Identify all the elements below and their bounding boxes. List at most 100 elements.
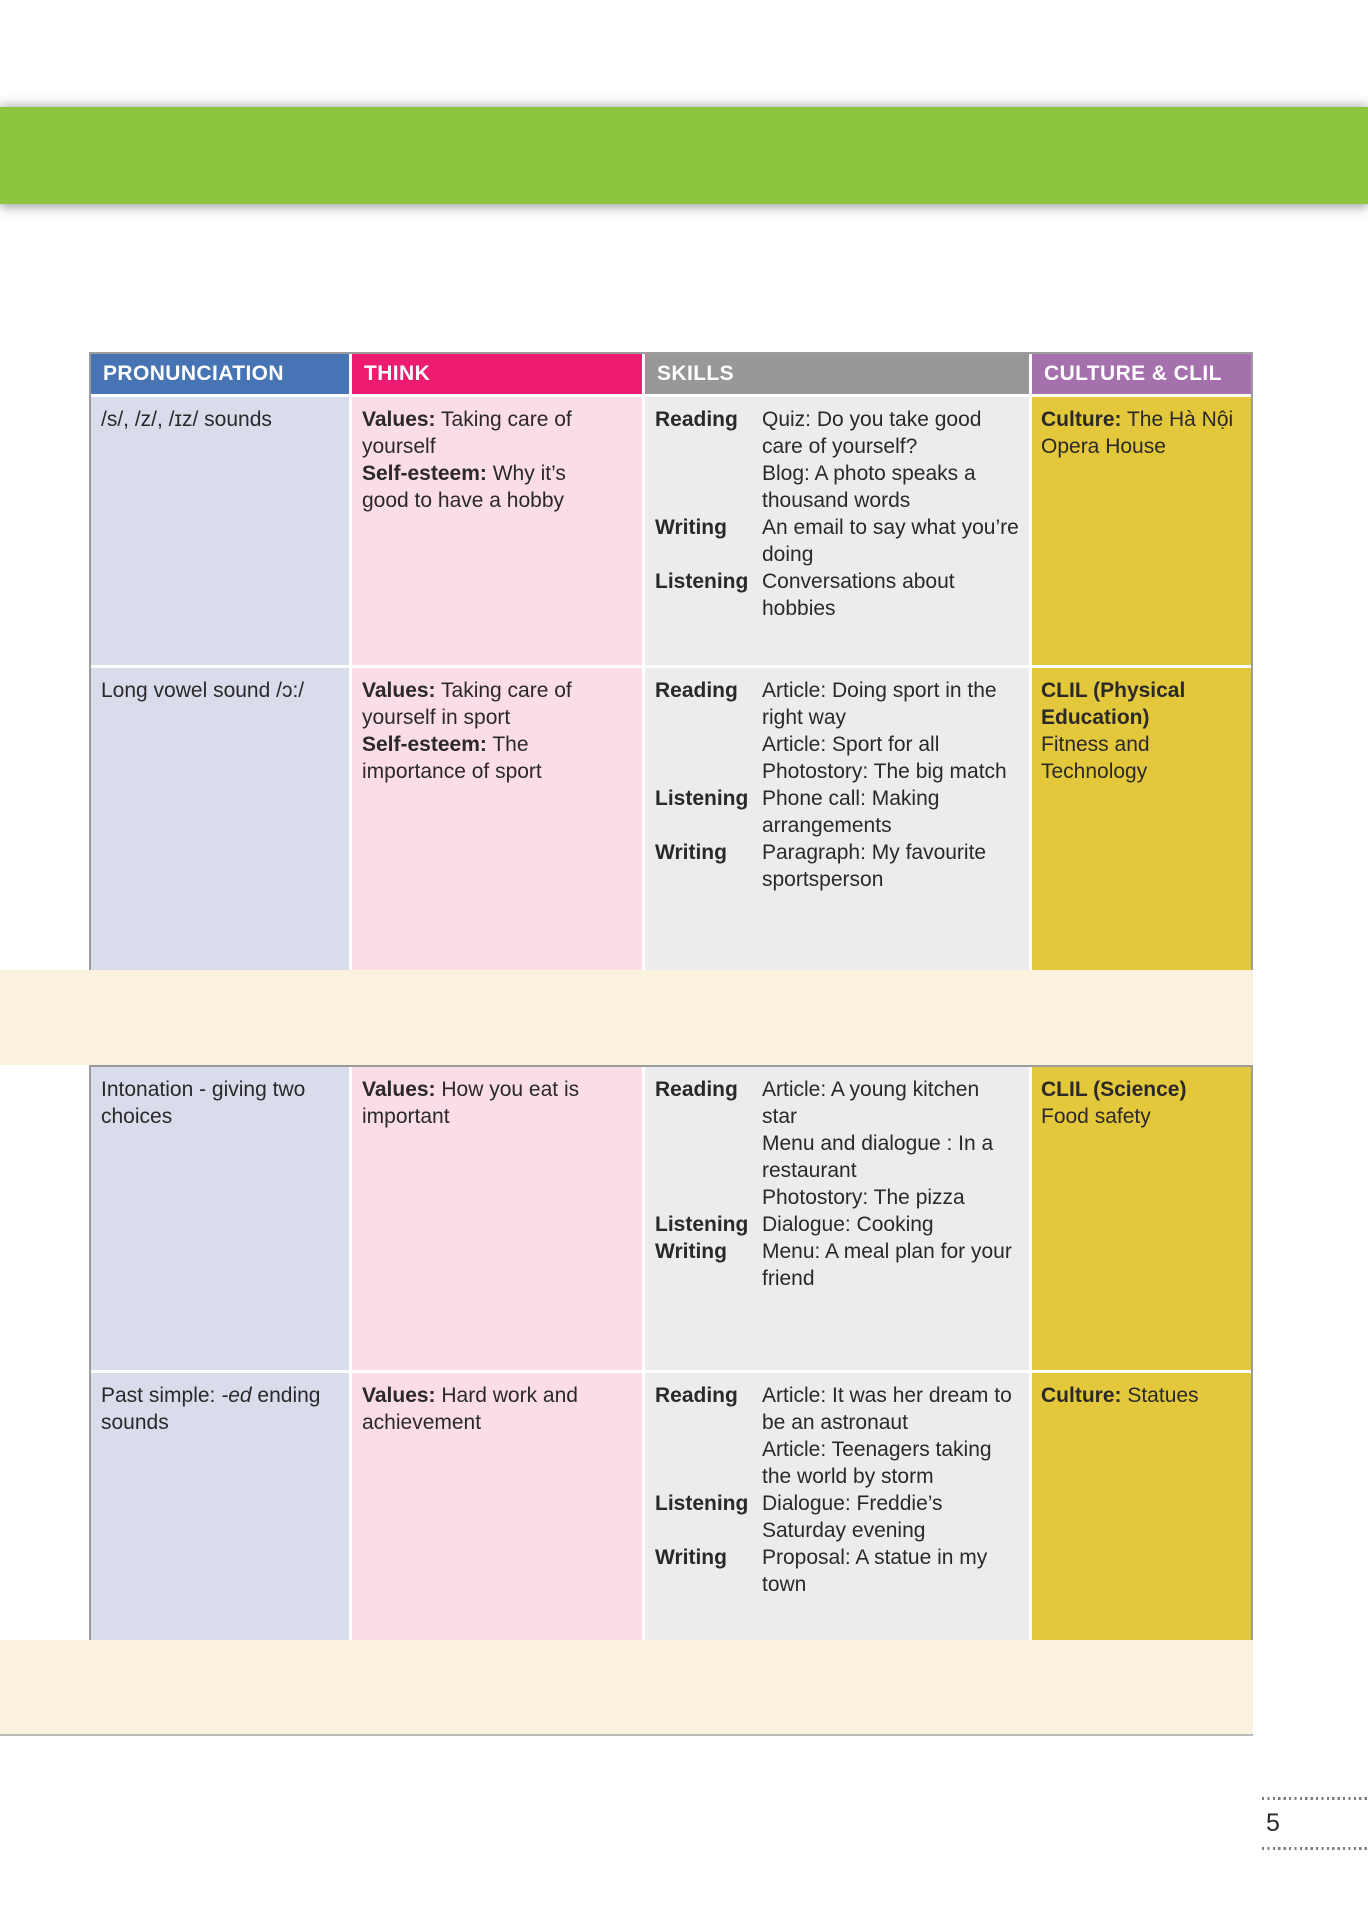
- think-label: Self-esteem:: [362, 462, 487, 485]
- think-item: Values: How you eat is important: [362, 1076, 596, 1130]
- think-label: Values:: [362, 679, 436, 702]
- skill-label: Reading: [655, 408, 738, 431]
- cream-band-2: [0, 1640, 1253, 1736]
- cell-culture: Culture: The Hà Nội Opera House: [1032, 397, 1251, 665]
- skill-items: Conversations about hobbies: [762, 568, 1019, 622]
- skill-items: Dialogue: Freddie’s Saturday evening: [762, 1490, 1019, 1544]
- skill-label: Writing: [655, 516, 727, 539]
- think-text: The importance of sport: [362, 733, 542, 783]
- think-item: Self-esteem: The importance of sport: [362, 731, 596, 785]
- skill-label: Writing: [655, 1240, 727, 1263]
- skill-item: Photostory: The big match: [762, 760, 1007, 783]
- culture-text: Fitness and Technology: [1041, 733, 1150, 783]
- cell-pronunciation: Intonation - giving two choices: [91, 1067, 349, 1370]
- cell-think: Values: Taking care of yourself Self-este…: [352, 397, 642, 665]
- culture-entry: Culture: Statues: [1041, 1382, 1237, 1409]
- skill-item: Article: A young kitchen star: [762, 1078, 980, 1128]
- header-label: SKILLS: [657, 362, 735, 385]
- cell-culture: Culture: Statues: [1032, 1373, 1251, 1640]
- table-header-row: PRONUNCIATION THINK SKILLS CULTURE & CLIL: [91, 354, 1251, 394]
- think-item: Values: Hard work and achievement: [362, 1382, 596, 1436]
- unit-1-table: PRONUNCIATION THINK SKILLS CULTURE & CLIL /…: [89, 352, 1253, 972]
- skill-items: Quiz: Do you take good care of yourself?…: [762, 406, 1019, 514]
- skill-items: Article: Doing sport in the right way Art…: [762, 677, 1019, 785]
- page-number: 5: [1266, 1809, 1280, 1837]
- skill-item: Article: Sport for all: [762, 733, 940, 756]
- pronunciation-text: /s/, /z/, /ɪz/ sounds: [101, 408, 272, 431]
- pronunciation-text: -ed: [221, 1384, 252, 1407]
- dotted-line-top: [1262, 1797, 1368, 1800]
- skill-items: Article: It was her dream to be an astro…: [762, 1382, 1019, 1490]
- cell-skills: Reading Article: A young kitchen star Menu…: [645, 1067, 1029, 1370]
- table-row: /s/, /z/, /ɪz/ sounds Values: Taking care…: [91, 397, 1251, 665]
- skill-label: Writing: [655, 1546, 727, 1569]
- think-label: Self-esteem:: [362, 733, 487, 756]
- culture-heading: Culture:: [1041, 1384, 1122, 1407]
- pronunciation-text: ending sounds: [101, 1384, 321, 1434]
- think-text: Why it’s good to have a hobby: [362, 462, 566, 512]
- skill-item: Photostory: The pizza: [762, 1186, 965, 1209]
- think-label: Values:: [362, 1384, 436, 1407]
- skill-item: Paragraph: My favourite sportsperson: [762, 841, 987, 891]
- skill-label: Reading: [655, 1384, 738, 1407]
- cell-culture: CLIL (Physical Education) Fitness and Tec…: [1032, 668, 1251, 970]
- skill-item: An email to say what you’re doing: [762, 516, 1019, 566]
- culture-entry: Culture: The Hà Nội Opera House: [1041, 406, 1237, 460]
- skill-label: Listening: [655, 570, 749, 593]
- skill-items: Dialogue: Cooking: [762, 1211, 1019, 1238]
- page-footer: 5: [1262, 1797, 1368, 1850]
- culture-text: Statues: [1127, 1384, 1199, 1407]
- skill-items: Proposal: A statue in my town: [762, 1544, 1019, 1598]
- unit-2-rows: Intonation - giving two choices Values: H…: [91, 1067, 1251, 1640]
- unit-1-rows: /s/, /z/, /ɪz/ sounds Values: Taking care…: [91, 397, 1251, 970]
- culture-heading: Culture:: [1041, 408, 1122, 431]
- think-text: Taking care of yourself in sport: [362, 679, 572, 729]
- top-green-band: [0, 107, 1368, 204]
- header-label: CULTURE & CLIL: [1044, 362, 1222, 385]
- skill-item: Article: It was her dream to be an astro…: [762, 1384, 1012, 1434]
- think-text: How you eat is important: [362, 1078, 580, 1128]
- pronunciation-text: Past simple:: [101, 1384, 222, 1407]
- skill-item: Dialogue: Freddie’s Saturday evening: [762, 1492, 943, 1542]
- skill-item: Menu: A meal plan for your friend: [762, 1240, 1012, 1290]
- header-label: THINK: [364, 362, 431, 385]
- skill-item: Article: Teenagers taking the world by s…: [762, 1438, 992, 1488]
- think-item: Values: Taking care of yourself in sport: [362, 677, 596, 731]
- header-cell-pronunciation: PRONUNCIATION: [91, 354, 349, 394]
- cell-skills: Reading Article: It was her dream to be a…: [645, 1373, 1029, 1640]
- unit-2-table: Intonation - giving two choices Values: H…: [89, 1065, 1253, 1642]
- think-text: Hard work and achievement: [362, 1384, 578, 1434]
- skill-label: Reading: [655, 679, 738, 702]
- skill-label: Listening: [655, 787, 749, 810]
- think-item: Self-esteem: Why it’s good to have a hob…: [362, 460, 596, 514]
- cell-culture: CLIL (Science) Food safety: [1032, 1067, 1251, 1370]
- header-cell-skills: SKILLS: [645, 354, 1029, 394]
- cell-think: Values: How you eat is important: [352, 1067, 642, 1370]
- culture-heading: CLIL (Physical Education): [1041, 679, 1186, 729]
- skill-items: Article: A young kitchen star Menu and di…: [762, 1076, 1019, 1211]
- skill-item: Phone call: Making arrangements: [762, 787, 940, 837]
- cell-pronunciation: Long vowel sound /ɔ:/: [91, 668, 349, 970]
- culture-heading: CLIL (Science): [1041, 1078, 1187, 1101]
- culture-text: The Hà Nội Opera House: [1041, 408, 1234, 458]
- skill-item: Blog: A photo speaks a thousand words: [762, 462, 976, 512]
- cell-skills: Reading Article: Doing sport in the right…: [645, 668, 1029, 970]
- skill-items: An email to say what you’re doing: [762, 514, 1019, 568]
- skill-label: Listening: [655, 1213, 749, 1236]
- dotted-line-bottom: [1262, 1847, 1368, 1850]
- table-row: Intonation - giving two choices Values: H…: [91, 1067, 1251, 1370]
- cell-pronunciation: Past simple: -ed ending sounds: [91, 1373, 349, 1640]
- skill-item: Conversations about hobbies: [762, 570, 955, 620]
- header-label: PRONUNCIATION: [103, 362, 284, 385]
- pronunciation-text: Intonation - giving two choices: [101, 1078, 306, 1128]
- skill-label: Reading: [655, 1078, 738, 1101]
- think-label: Values:: [362, 408, 436, 431]
- skill-items: Menu: A meal plan for your friend: [762, 1238, 1019, 1292]
- skill-item: Dialogue: Cooking: [762, 1213, 934, 1236]
- skill-label: Listening: [655, 1492, 749, 1515]
- culture-text: Food safety: [1041, 1105, 1151, 1128]
- cell-think: Values: Taking care of yourself in sport…: [352, 668, 642, 970]
- skill-item: Menu and dialogue : In a restaurant: [762, 1132, 994, 1182]
- cream-band-1: [0, 970, 1253, 1065]
